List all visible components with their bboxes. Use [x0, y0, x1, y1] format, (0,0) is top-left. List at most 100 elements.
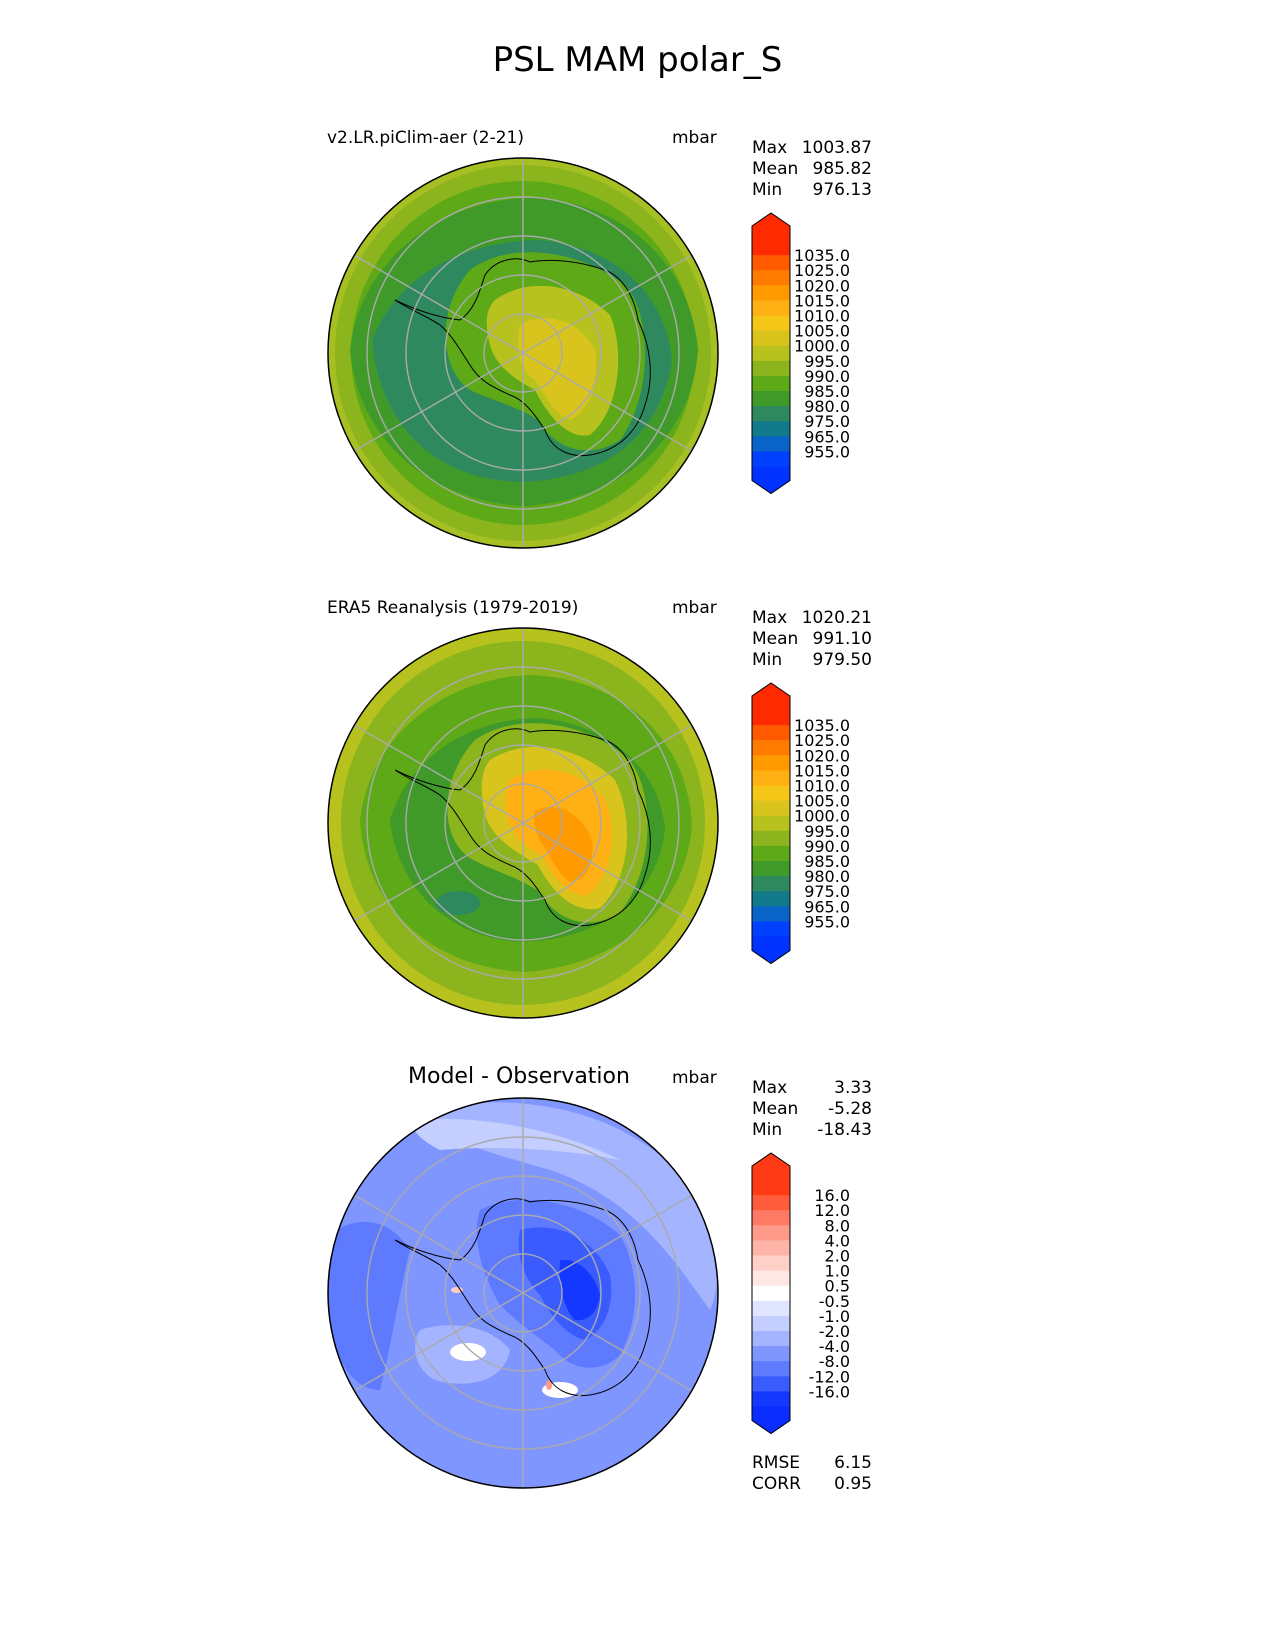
colorbar-segment: [752, 830, 790, 847]
colorbar-segment: [752, 1346, 790, 1362]
colorbar-tick-label: -1.0: [819, 1307, 850, 1326]
colorbar-segment: [752, 1270, 790, 1287]
colorbar-segment: [752, 800, 790, 817]
colorbar-tick-label: -8.0: [819, 1352, 850, 1371]
graticule: [353, 158, 693, 548]
colorbar-tick-label: 995.0: [804, 822, 850, 841]
colorbar-segment: [752, 391, 790, 407]
colorbar-segment: [752, 906, 790, 922]
units-label: mbar: [672, 598, 717, 618]
colorbar-tick-label: 1015.0: [794, 761, 850, 780]
graticule: [353, 628, 693, 1018]
graticule: [353, 1098, 693, 1488]
colorbar-segment: [752, 255, 790, 271]
colorbar-outline: [751, 1152, 791, 1435]
stat-min-value: 976.13: [812, 180, 872, 200]
colorbar-tick-label: 16.0: [814, 1186, 850, 1205]
polar-map: [327, 1097, 719, 1489]
colorbar-segment: [752, 755, 790, 771]
colorbar-tick-label: 2.0: [825, 1247, 850, 1266]
map-boundary: [327, 157, 719, 549]
colorbar-extend-bottom: [752, 936, 790, 964]
colorbar-segment: [752, 360, 790, 377]
stat-min-value: -18.43: [817, 1120, 872, 1140]
rmse-value: 6.15: [834, 1453, 872, 1473]
units-label: mbar: [672, 1068, 717, 1088]
stat-mean-label: Mean: [752, 629, 799, 649]
colorbar-tick-label: 1020.0: [794, 746, 850, 765]
stat-mean-value: 991.10: [812, 629, 872, 649]
colorbar-tick-label: 1000.0: [794, 337, 850, 356]
colorbar-tick-label: 4.0: [825, 1231, 850, 1250]
colorbar-extend-top: [752, 683, 790, 710]
colorbar-segment: [752, 1300, 790, 1317]
stat-max-value: 1020.21: [801, 608, 872, 628]
stat-mean-value: 985.82: [812, 159, 872, 179]
colorbar-tick-label: 965.0: [804, 427, 850, 446]
colorbar-tick-label: 980.0: [804, 397, 850, 416]
colorbar-tick-label: 990.0: [804, 367, 850, 386]
colorbar-tick-label: 1035.0: [794, 716, 850, 735]
colorbar-tick-label: 995.0: [804, 352, 850, 371]
colorbar-segment: [752, 270, 790, 286]
panel-title: v2.LR.piClim-aer (2-21): [327, 128, 525, 148]
colorbar-tick-label: 8.0: [825, 1216, 850, 1235]
colorbar-segment: [752, 330, 790, 347]
stat-max-label: Max: [752, 138, 788, 158]
colorbar-segment: [752, 815, 790, 832]
colorbar-segment: [752, 421, 790, 437]
colorbar-segment: [752, 1331, 790, 1347]
corr-label: CORR: [752, 1474, 801, 1494]
stat-max-label: Max: [752, 1078, 788, 1098]
colorbar-segment: [752, 285, 790, 301]
colorbar-extend-bottom: [752, 1406, 790, 1434]
colorbar-tick-label: 955.0: [804, 442, 850, 461]
colorbar-tick-label: 12.0: [814, 1201, 850, 1220]
colorbar-segment: [752, 451, 790, 467]
colorbar-segment: [752, 876, 790, 892]
colorbar-segment: [752, 375, 790, 392]
stat-min-label: Min: [752, 1120, 783, 1140]
colorbar-segment: [752, 240, 790, 256]
colorbar-segment: [752, 845, 790, 862]
colorbar-segment: [752, 300, 790, 316]
colorbar-segment: [752, 345, 790, 362]
stat-mean-label: Mean: [752, 159, 799, 179]
colorbar-segment: [752, 1315, 790, 1332]
colorbar: 1035.01025.01020.01015.01010.01005.01000…: [751, 682, 850, 965]
stat-min-label: Min: [752, 650, 783, 670]
figure-title: PSL MAM polar_S: [492, 40, 783, 80]
colorbar-tick-label: 1005.0: [794, 792, 850, 811]
colorbar-tick-label: 990.0: [804, 837, 850, 856]
colorbar-tick-label: 1035.0: [794, 246, 850, 265]
colorbar-tick-label: 1000.0: [794, 807, 850, 826]
map-fill: [518, 318, 597, 420]
stat-max-label: Max: [752, 608, 788, 628]
stat-min-label: Min: [752, 180, 783, 200]
colorbar-segment: [752, 1376, 790, 1392]
colorbar-outline: [751, 682, 791, 965]
colorbar-tick-label: 980.0: [804, 867, 850, 886]
colorbar-tick-label: 1015.0: [794, 291, 850, 310]
colorbar-tick-label: 0.5: [825, 1277, 850, 1296]
map-boundary: [327, 1097, 719, 1489]
colorbar-tick-label: -0.5: [819, 1292, 850, 1311]
panel-title: Model - Observation: [408, 1064, 630, 1089]
colorbar-segment: [752, 740, 790, 756]
stat-mean-label: Mean: [752, 1099, 799, 1119]
colorbar-segment: [752, 725, 790, 741]
colorbar-tick-label: 955.0: [804, 912, 850, 931]
colorbar-segment: [752, 1391, 790, 1407]
colorbar-tick-label: 1010.0: [794, 777, 850, 796]
colorbar-tick-label: 1005.0: [794, 322, 850, 341]
colorbar-segment: [752, 1225, 790, 1241]
colorbar-segment: [752, 785, 790, 802]
panel-title: ERA5 Reanalysis (1979-2019): [327, 598, 579, 618]
colorbar-tick-label: -2.0: [819, 1322, 850, 1341]
colorbar-tick-label: 1020.0: [794, 276, 850, 295]
polar-map: [327, 627, 719, 1019]
colorbar-segment: [752, 921, 790, 937]
colorbar-segment: [752, 770, 790, 786]
colorbar-tick-label: 985.0: [804, 852, 850, 871]
stat-max-value: 1003.87: [801, 138, 872, 158]
